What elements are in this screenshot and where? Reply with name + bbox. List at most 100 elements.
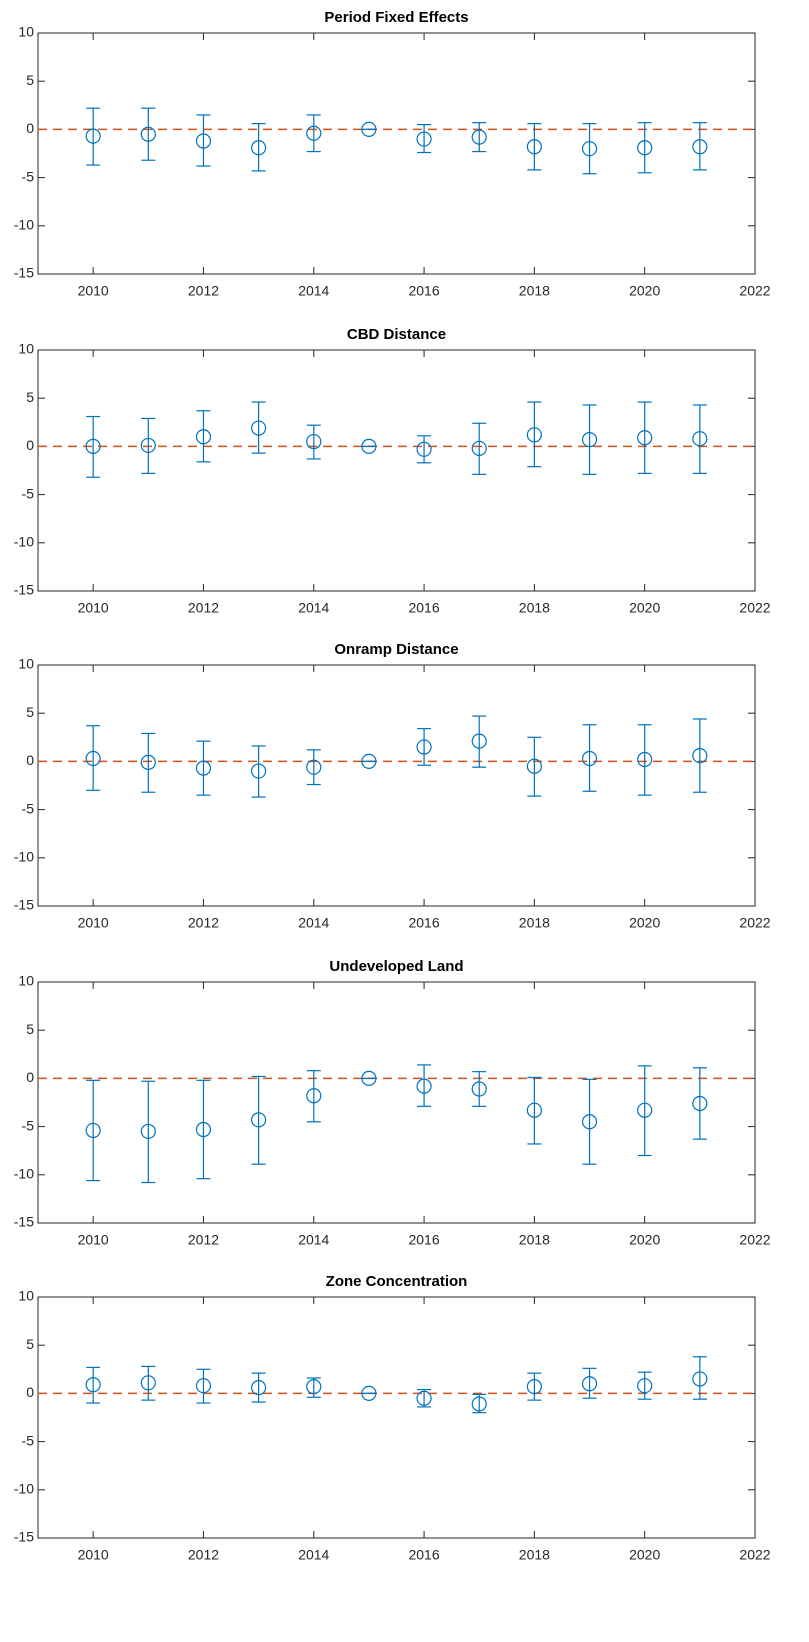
x-tick-label: 2014 — [298, 600, 329, 616]
y-tick-label: 5 — [26, 1021, 34, 1037]
x-tick-label: 2012 — [188, 915, 219, 931]
point — [637, 1102, 653, 1118]
x-tick-label: 2018 — [519, 600, 550, 616]
point — [692, 748, 708, 764]
point — [306, 125, 322, 141]
x-tick-label: 2016 — [408, 1547, 439, 1563]
point — [85, 1377, 101, 1393]
y-tick-label: -5 — [22, 168, 35, 184]
point — [306, 433, 322, 450]
y-tick-label: -5 — [22, 485, 35, 501]
x-tick-label: 2022 — [739, 1232, 770, 1248]
x-tick-label: 2016 — [408, 600, 439, 616]
chart-title: Onramp Distance — [334, 641, 458, 658]
y-tick-label: 5 — [26, 72, 34, 88]
y-tick-label: 5 — [26, 704, 34, 720]
x-tick-label: 2016 — [408, 283, 439, 299]
y-tick-label: -10 — [14, 217, 34, 233]
point — [195, 1121, 212, 1138]
chart-title: CBD Distance — [347, 326, 446, 343]
point — [637, 140, 653, 156]
point — [306, 759, 322, 775]
point — [251, 140, 267, 156]
x-tick-label: 2010 — [78, 915, 109, 931]
y-tick-label: 0 — [26, 1384, 34, 1400]
point — [416, 1390, 432, 1406]
point — [85, 750, 101, 767]
y-tick-label: 0 — [26, 120, 34, 136]
y-tick-label: -5 — [22, 800, 35, 816]
y-tick-label: 10 — [18, 973, 34, 989]
y-tick-label: 10 — [18, 1288, 34, 1304]
y-tick-label: 5 — [26, 389, 34, 405]
point — [692, 139, 708, 155]
y-tick-label: -15 — [14, 897, 34, 913]
point — [195, 760, 212, 776]
point — [195, 429, 212, 445]
x-tick-label: 2012 — [188, 283, 219, 299]
point — [526, 139, 542, 155]
x-tick-label: 2014 — [298, 283, 329, 299]
point — [195, 133, 212, 149]
point — [361, 438, 377, 454]
point — [692, 1371, 708, 1387]
x-tick-label: 2018 — [519, 915, 550, 931]
point — [85, 438, 101, 454]
point — [140, 126, 156, 142]
point — [140, 1123, 156, 1140]
chart-title: Period Fixed Effects — [324, 9, 468, 26]
point — [140, 754, 156, 770]
point — [361, 1385, 377, 1402]
y-tick-label: 10 — [18, 24, 34, 40]
x-tick-label: 2016 — [408, 915, 439, 931]
y-tick-label: -10 — [14, 1166, 34, 1182]
x-tick-label: 2010 — [78, 283, 109, 299]
y-tick-label: 5 — [26, 1336, 34, 1352]
x-tick-label: 2020 — [629, 1547, 660, 1563]
point — [581, 432, 598, 448]
point — [416, 739, 432, 755]
x-tick-label: 2014 — [298, 915, 329, 931]
point — [526, 427, 542, 443]
point — [251, 420, 267, 436]
point — [361, 121, 377, 137]
point — [471, 129, 487, 145]
x-tick-label: 2022 — [739, 600, 770, 616]
point — [195, 1378, 212, 1394]
axes-box — [37, 664, 756, 907]
point — [471, 440, 487, 456]
x-tick-label: 2014 — [298, 1232, 329, 1248]
chart-title: Undeveloped Land — [329, 958, 463, 975]
point — [361, 1070, 377, 1087]
x-tick-label: 2010 — [78, 1547, 109, 1563]
y-tick-label: 0 — [26, 437, 34, 453]
point — [85, 128, 101, 144]
axes-box — [37, 981, 756, 1224]
point — [526, 758, 542, 774]
x-tick-label: 2020 — [629, 283, 660, 299]
y-tick-label: -10 — [14, 534, 34, 550]
point — [581, 1114, 598, 1130]
chart-title: Zone Concentration — [326, 1273, 468, 1290]
point — [581, 141, 598, 157]
point — [251, 1380, 267, 1396]
y-tick-label: -10 — [14, 849, 34, 865]
point — [692, 1095, 708, 1112]
point — [416, 441, 432, 457]
point — [140, 1375, 156, 1391]
point — [526, 1102, 542, 1118]
point — [637, 430, 653, 446]
point — [85, 1122, 101, 1139]
x-tick-label: 2010 — [78, 600, 109, 616]
x-tick-label: 2020 — [629, 1232, 660, 1248]
y-tick-label: 10 — [18, 341, 34, 357]
axes-box — [37, 1296, 756, 1539]
point — [416, 1078, 432, 1094]
y-tick-label: -15 — [14, 265, 34, 281]
x-tick-label: 2018 — [519, 1547, 550, 1563]
x-tick-label: 2016 — [408, 1232, 439, 1248]
x-tick-label: 2020 — [629, 915, 660, 931]
point — [306, 1379, 322, 1395]
y-tick-label: -5 — [22, 1432, 35, 1448]
